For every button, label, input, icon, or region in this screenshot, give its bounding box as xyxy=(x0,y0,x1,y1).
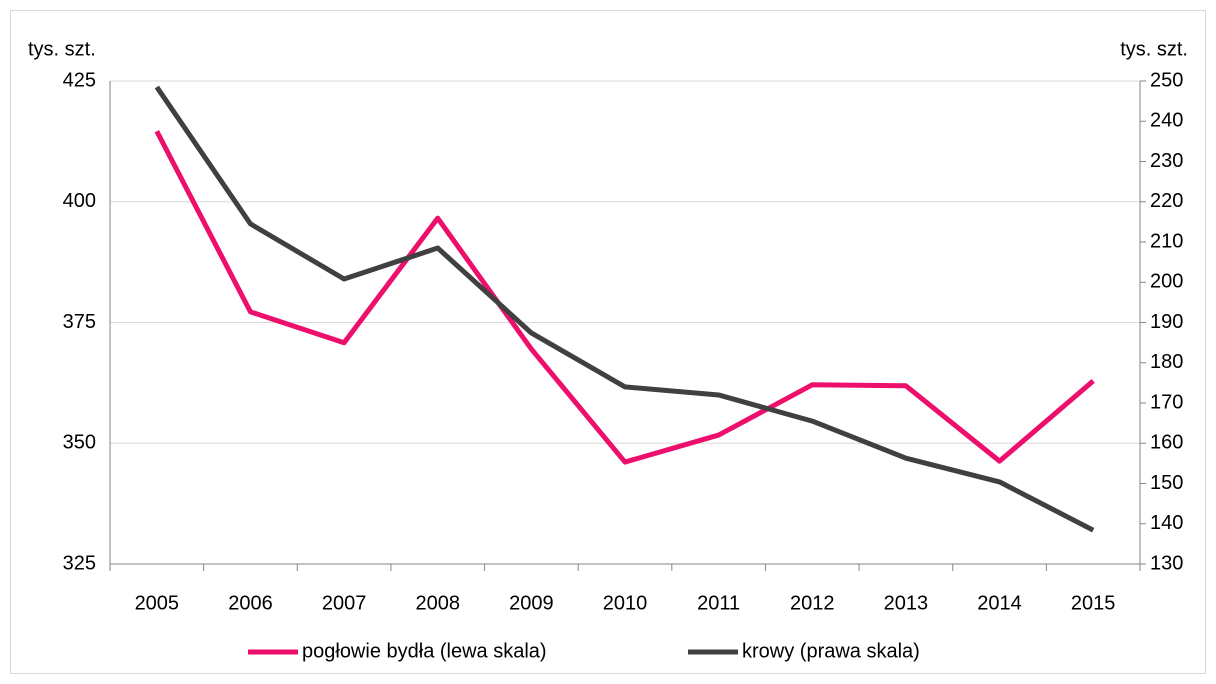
x-tick-label: 2012 xyxy=(790,592,835,614)
y2-tick-label: 170 xyxy=(1150,391,1183,413)
series-line xyxy=(154,130,1095,465)
y2-tick-label: 250 xyxy=(1150,69,1183,91)
chart-border xyxy=(10,10,1206,674)
x-tick-label: 2005 xyxy=(135,592,180,614)
series-line xyxy=(154,85,1095,533)
y-tick-label: 425 xyxy=(63,69,96,91)
y2-tick-label: 150 xyxy=(1150,472,1183,494)
y2-axis-label: tys. szt. xyxy=(1120,38,1188,60)
y-tick-label: 400 xyxy=(63,190,96,212)
y2-tick-label: 190 xyxy=(1150,311,1183,333)
x-tick-label: 2011 xyxy=(697,592,740,614)
x-tick-label: 2008 xyxy=(415,592,460,614)
y-tick-label: 350 xyxy=(63,432,96,454)
x-tick-label: 2013 xyxy=(884,592,929,614)
y2-tick-label: 240 xyxy=(1150,110,1183,132)
legend-label: pogłowie bydła (lewa skala) xyxy=(302,640,547,662)
y-axis-label: tys. szt. xyxy=(28,38,96,60)
x-tick-label: 2014 xyxy=(977,592,1022,614)
x-tick-label: 2007 xyxy=(322,592,367,614)
y2-tick-label: 180 xyxy=(1150,351,1183,373)
legend-label: krowy (prawa skala) xyxy=(742,640,920,662)
y2-tick-label: 210 xyxy=(1150,230,1183,252)
y2-tick-label: 220 xyxy=(1150,190,1183,212)
y2-tick-label: 160 xyxy=(1150,432,1183,454)
y2-tick-label: 200 xyxy=(1150,271,1183,293)
x-tick-label: 2009 xyxy=(509,592,554,614)
x-tick-label: 2006 xyxy=(228,592,273,614)
y-tick-label: 325 xyxy=(63,552,96,574)
y2-tick-label: 230 xyxy=(1150,150,1183,172)
y2-tick-label: 130 xyxy=(1150,552,1183,574)
y-tick-label: 375 xyxy=(63,311,96,333)
x-tick-label: 2010 xyxy=(603,592,648,614)
x-tick-label: 2015 xyxy=(1071,592,1116,614)
y2-tick-label: 140 xyxy=(1150,512,1183,534)
